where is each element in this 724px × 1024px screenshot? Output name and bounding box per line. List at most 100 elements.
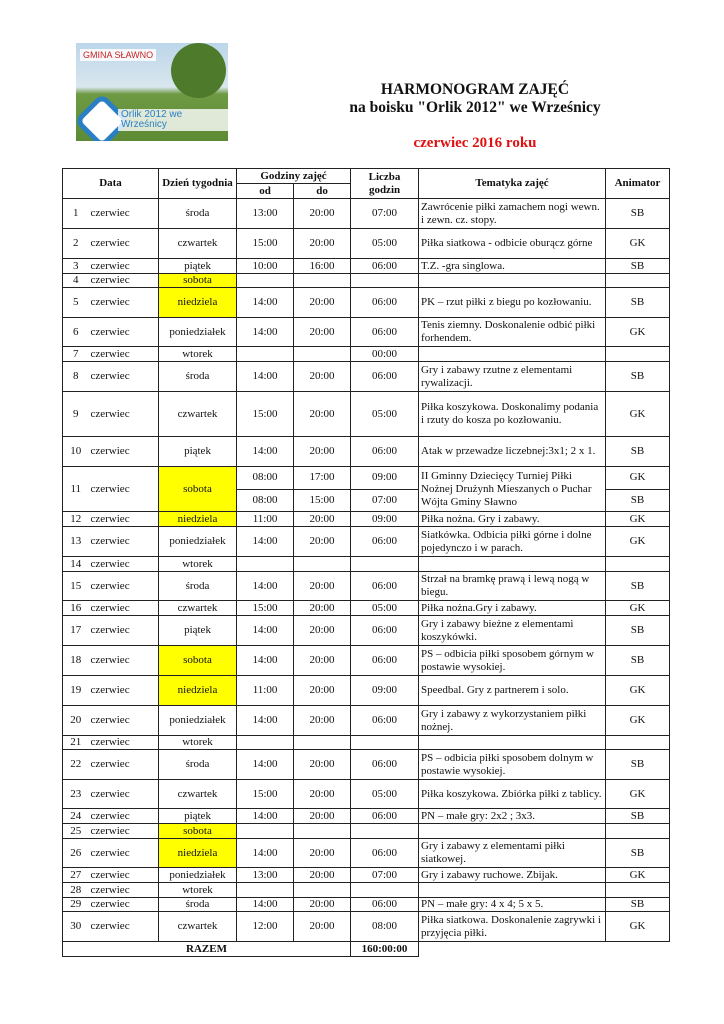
day-cell: 11 xyxy=(62,466,89,512)
weekday-cell: środa xyxy=(158,198,238,229)
weekday-cell: wtorek xyxy=(158,346,238,362)
hours-cell: 06:00 xyxy=(350,571,420,601)
to-cell: 20:00 xyxy=(293,838,352,868)
table-row: 17 czerwiec piątek 14:00 20:00 06:00 Gry i zab… xyxy=(62,615,671,646)
weekday-cell: niedziela xyxy=(158,511,238,527)
weekday-cell: piątek xyxy=(158,808,238,824)
to-cell: 20:00 xyxy=(293,391,352,437)
schedule-table: Data Dzień tygodnia Godziny zajęć Liczba… xyxy=(61,168,671,957)
table-row: 1 czerwiec środa 13:00 20:00 07:00 Zawrócenie … xyxy=(62,198,671,229)
table-row: 23 czerwiec czwartek 15:00 20:00 05:00 Piłka k… xyxy=(62,779,671,809)
animator-cell: GK xyxy=(605,867,671,883)
topic-cell xyxy=(418,346,607,362)
weekday-cell: wtorek xyxy=(158,556,238,572)
weekday-cell: piątek xyxy=(158,258,238,274)
table-row: 27 czerwiec poniedziałek 13:00 20:00 07:00 Gry… xyxy=(62,867,671,883)
weekday-cell: środa xyxy=(158,749,238,780)
animator-cell: GK xyxy=(605,675,671,706)
hours-cell: 09:00 xyxy=(350,466,420,490)
topic-cell: PS – odbicia piłki sposobem górnym w pos… xyxy=(418,645,607,676)
month-cell: czerwiec xyxy=(88,198,160,229)
to-cell: 20:00 xyxy=(293,600,352,616)
month-cell: czerwiec xyxy=(88,258,160,274)
from-cell: 14:00 xyxy=(236,436,295,467)
from-cell: 15:00 xyxy=(236,391,295,437)
table-row: 5 czerwiec niedziela 14:00 20:00 06:00 PK – rz… xyxy=(62,287,671,318)
weekday-cell: sobota xyxy=(158,823,238,839)
weekday-cell: czwartek xyxy=(158,228,238,259)
hours-cell: 00:00 xyxy=(350,346,420,362)
table-row: 20 czerwiec poniedziałek 14:00 20:00 06:00 Gry… xyxy=(62,705,671,736)
topic-cell: Piłka koszykowa. Doskonalimy podania i r… xyxy=(418,391,607,437)
weekday-cell: wtorek xyxy=(158,882,238,898)
weekday-cell: niedziela xyxy=(158,838,238,868)
day-cell: 13 xyxy=(62,526,89,557)
to-cell xyxy=(293,346,352,362)
day-cell: 21 xyxy=(62,735,89,750)
month-cell: czerwiec xyxy=(88,735,160,750)
day-cell: 8 xyxy=(62,361,89,392)
day-cell: 6 xyxy=(62,317,89,347)
topic-cell: Siatkówka. Odbicia piłki górne i dolne p… xyxy=(418,526,607,557)
table-row: 21 czerwiec wtorek xyxy=(62,735,671,750)
month-cell: czerwiec xyxy=(88,838,160,868)
weekday-cell: piątek xyxy=(158,436,238,467)
logo-brand: GMINA SŁAWNO xyxy=(80,49,157,61)
from-cell: 14:00 xyxy=(236,571,295,601)
to-cell: 20:00 xyxy=(293,198,352,229)
hours-cell: 06:00 xyxy=(350,361,420,392)
animator-cell: GK xyxy=(605,466,671,490)
from-cell: 10:00 xyxy=(236,258,295,274)
to-cell: 20:00 xyxy=(293,571,352,601)
table-row: 15 czerwiec środa 14:00 20:00 06:00 Strzał na … xyxy=(62,571,671,601)
weekday-cell: poniedziałek xyxy=(158,526,238,557)
animator-cell: SB xyxy=(605,749,671,780)
from-cell: 08:00 xyxy=(236,466,295,490)
month-cell: czerwiec xyxy=(88,867,160,883)
header-date: Data xyxy=(61,168,160,199)
weekday-cell: niedziela xyxy=(158,675,238,706)
topic-cell: PN – małe gry: 4 x 4; 5 x 5. xyxy=(418,897,607,912)
from-cell: 14:00 xyxy=(236,705,295,736)
animator-cell: SB xyxy=(605,361,671,392)
table-row: 7 czerwiec wtorek 00:00 xyxy=(62,346,671,362)
to-cell: 20:00 xyxy=(293,526,352,557)
hours-cell: 07:00 xyxy=(350,488,420,512)
animator-cell: GK xyxy=(605,705,671,736)
hours-cell xyxy=(350,273,420,288)
hours-cell: 09:00 xyxy=(350,675,420,706)
topic-cell: PS – odbicia piłki sposobem dolnym w pos… xyxy=(418,749,607,780)
hours-cell xyxy=(350,556,420,572)
from-cell xyxy=(236,882,295,898)
hours-cell: 05:00 xyxy=(350,391,420,437)
header-animator: Animator xyxy=(605,168,671,199)
topic-cell: Gry i zabawy rzutne z elementami rywaliz… xyxy=(418,361,607,392)
animator-cell xyxy=(605,556,671,572)
topic-cell: Speedbal. Gry z partnerem i solo. xyxy=(418,675,607,706)
table-row: 19 czerwiec niedziela 11:00 20:00 09:00 Speedb… xyxy=(62,675,671,706)
month-cell: czerwiec xyxy=(88,511,160,527)
month-cell: czerwiec xyxy=(88,287,160,318)
animator-cell: SB xyxy=(605,287,671,318)
topic-cell: Strzał na bramkę prawą i lewą nogą w bie… xyxy=(418,571,607,601)
to-cell: 20:00 xyxy=(293,361,352,392)
animator-cell: GK xyxy=(605,511,671,527)
day-cell: 9 xyxy=(62,391,89,437)
month-cell: czerwiec xyxy=(88,645,160,676)
weekday-cell: niedziela xyxy=(158,287,238,318)
hours-cell: 06:00 xyxy=(350,897,420,912)
topic-cell: Piłka koszykowa. Zbiórka piłki z tablicy… xyxy=(418,779,607,809)
topic-cell: Piłka siatkowa - odbicie oburącz górne xyxy=(418,228,607,259)
day-cell: 12 xyxy=(62,511,89,527)
header-count: Liczba godzin xyxy=(350,168,420,199)
period-label: czerwiec 2016 roku xyxy=(413,135,537,151)
from-cell xyxy=(236,346,295,362)
to-cell: 20:00 xyxy=(293,779,352,809)
month-cell: czerwiec xyxy=(88,466,160,512)
to-cell: 20:00 xyxy=(293,436,352,467)
from-cell: 14:00 xyxy=(236,749,295,780)
weekday-cell: czwartek xyxy=(158,600,238,616)
weekday-cell: sobota xyxy=(158,466,238,512)
table-row: 28 czerwiec wtorek xyxy=(62,882,671,898)
animator-cell xyxy=(605,346,671,362)
